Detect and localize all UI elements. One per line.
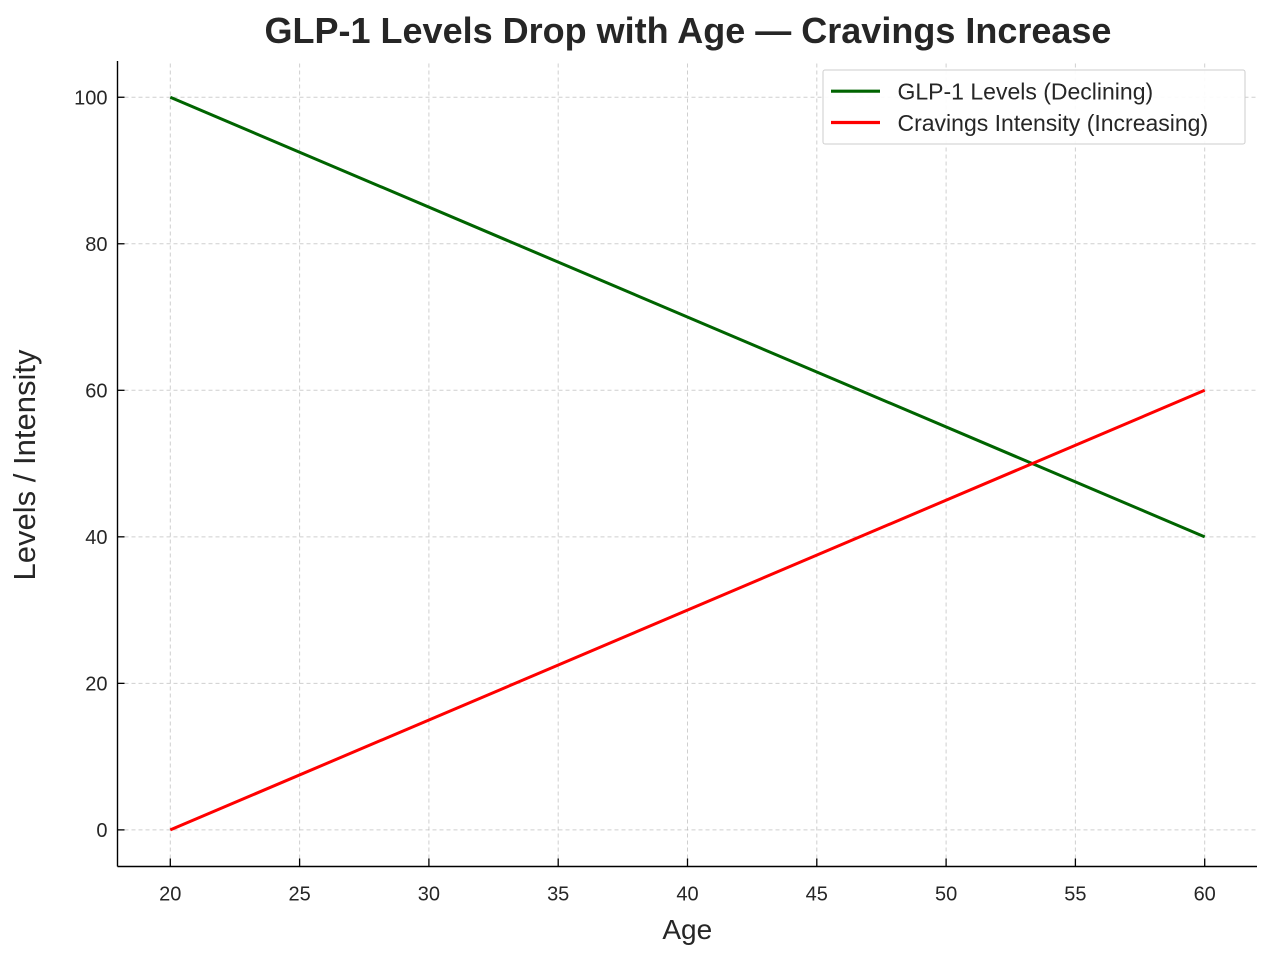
svg-text:55: 55 [1064, 884, 1086, 906]
svg-text:25: 25 [288, 884, 310, 906]
svg-text:60: 60 [1194, 884, 1216, 906]
svg-text:20: 20 [85, 673, 107, 695]
svg-text:60: 60 [85, 380, 107, 402]
svg-text:30: 30 [418, 884, 440, 906]
svg-text:20: 20 [159, 884, 181, 906]
svg-text:40: 40 [85, 527, 107, 549]
svg-text:100: 100 [74, 87, 107, 109]
svg-text:GLP-1 Levels Drop with Age — C: GLP-1 Levels Drop with Age — Cravings In… [265, 10, 1112, 51]
svg-text:35: 35 [547, 884, 569, 906]
svg-text:Cravings Intensity (Increasing: Cravings Intensity (Increasing) [898, 110, 1209, 136]
svg-text:0: 0 [96, 820, 107, 842]
svg-text:40: 40 [676, 884, 698, 906]
svg-text:45: 45 [806, 884, 828, 906]
svg-text:50: 50 [935, 884, 957, 906]
svg-text:80: 80 [85, 234, 107, 256]
svg-text:Levels / Intensity: Levels / Intensity [7, 349, 42, 580]
svg-text:Age: Age [662, 914, 712, 945]
svg-text:GLP-1 Levels (Declining): GLP-1 Levels (Declining) [898, 79, 1154, 105]
